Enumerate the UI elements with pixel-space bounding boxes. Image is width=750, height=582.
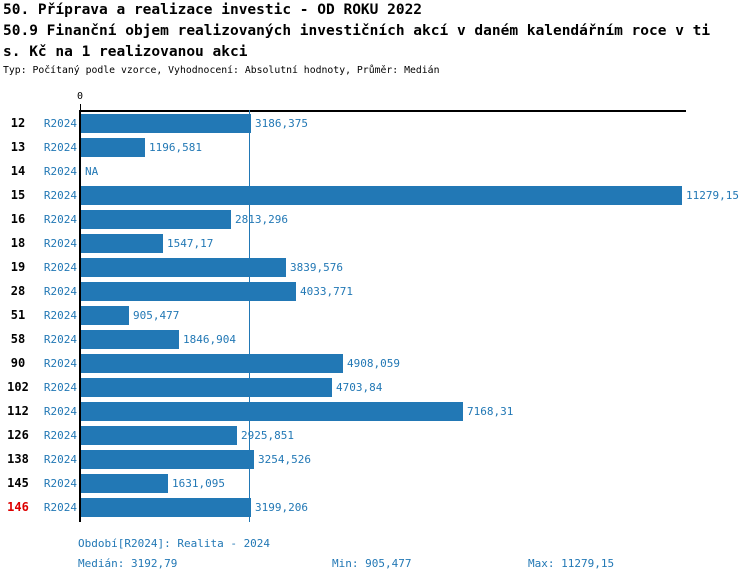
x-axis-tick-mark bbox=[80, 104, 81, 111]
row-period-label: R2024 bbox=[43, 405, 77, 418]
row-id-label: 102 bbox=[7, 380, 29, 394]
row-period-label: R2024 bbox=[43, 381, 77, 394]
bar-value-label: 3186,375 bbox=[255, 117, 308, 130]
bar-value-label: 7168,31 bbox=[467, 405, 514, 418]
row-id-label: 138 bbox=[7, 452, 29, 466]
bar bbox=[81, 186, 682, 205]
row-id-label: 126 bbox=[7, 428, 29, 442]
bar-value-label: 11279,15 bbox=[686, 189, 739, 202]
y-axis-line bbox=[79, 110, 81, 522]
footer-min-label: Min: 905,477 bbox=[332, 557, 412, 570]
chart-title-line1: 50. Příprava a realizace investic - OD R… bbox=[3, 2, 423, 18]
bar-value-label: 3199,206 bbox=[255, 501, 308, 514]
row-period-label: R2024 bbox=[43, 117, 77, 130]
row-id-label: 14 bbox=[10, 164, 26, 178]
row-id-label: 90 bbox=[10, 356, 26, 370]
x-axis-tick-label: 0 bbox=[76, 91, 84, 102]
chart-title-line3: s. Kč na 1 realizovanou akci bbox=[3, 44, 248, 60]
bar bbox=[81, 354, 343, 373]
bar-value-label: 4908,059 bbox=[347, 357, 400, 370]
bar bbox=[81, 306, 129, 325]
bar bbox=[81, 426, 237, 445]
footer-period-label: Období[R2024]: Realita - 2024 bbox=[78, 537, 271, 550]
row-id-label: 13 bbox=[10, 140, 26, 154]
bar bbox=[81, 378, 332, 397]
bar bbox=[81, 234, 163, 253]
row-period-label: R2024 bbox=[43, 309, 77, 322]
bar bbox=[81, 450, 254, 469]
row-id-label: 145 bbox=[7, 476, 29, 490]
row-period-label: R2024 bbox=[43, 165, 77, 178]
row-id-label: 15 bbox=[10, 188, 26, 202]
bar bbox=[81, 330, 179, 349]
row-period-label: R2024 bbox=[43, 213, 77, 226]
row-id-label: 18 bbox=[10, 236, 26, 250]
x-axis-line bbox=[79, 110, 686, 112]
bar-value-label: 4703,84 bbox=[336, 381, 383, 394]
bar-value-label: 3839,576 bbox=[290, 261, 343, 274]
bar-value-label: 905,477 bbox=[133, 309, 180, 322]
row-id-label: 146 bbox=[7, 500, 29, 514]
row-period-label: R2024 bbox=[43, 357, 77, 370]
row-period-label: R2024 bbox=[43, 477, 77, 490]
bar bbox=[81, 402, 463, 421]
bar-value-label: 4033,771 bbox=[300, 285, 353, 298]
footer-median-label: Medián: 3192,79 bbox=[78, 557, 178, 570]
row-period-label: R2024 bbox=[43, 285, 77, 298]
row-id-label: 16 bbox=[10, 212, 26, 226]
chart-title-line2: 50.9 Finanční objem realizovaných invest… bbox=[3, 23, 711, 39]
bar-value-label: 3254,526 bbox=[258, 453, 311, 466]
median-reference-line bbox=[249, 110, 250, 522]
bar-value-label: 1196,581 bbox=[149, 141, 202, 154]
bar-value-label: 2813,296 bbox=[235, 213, 288, 226]
row-id-label: 12 bbox=[10, 116, 26, 130]
bar-value-label: 1631,095 bbox=[172, 477, 225, 490]
bar-value-label: 1846,904 bbox=[183, 333, 236, 346]
row-period-label: R2024 bbox=[43, 237, 77, 250]
row-period-label: R2024 bbox=[43, 189, 77, 202]
row-period-label: R2024 bbox=[43, 429, 77, 442]
bar bbox=[81, 138, 145, 157]
bar bbox=[81, 474, 168, 493]
bar bbox=[81, 210, 231, 229]
bar bbox=[81, 258, 286, 277]
chart-subtitle: Typ: Počítaný podle vzorce, Vyhodnocení:… bbox=[3, 65, 440, 76]
bar bbox=[81, 498, 251, 517]
bar-value-label: NA bbox=[85, 165, 99, 178]
row-id-label: 19 bbox=[10, 260, 26, 274]
row-id-label: 51 bbox=[10, 308, 26, 322]
row-period-label: R2024 bbox=[43, 261, 77, 274]
footer-max-label: Max: 11279,15 bbox=[528, 557, 615, 570]
bar bbox=[81, 282, 296, 301]
row-period-label: R2024 bbox=[43, 333, 77, 346]
row-period-label: R2024 bbox=[43, 453, 77, 466]
bar bbox=[81, 114, 251, 133]
row-id-label: 58 bbox=[10, 332, 26, 346]
row-period-label: R2024 bbox=[43, 501, 77, 514]
row-id-label: 112 bbox=[7, 404, 29, 418]
bar-value-label: 1547,17 bbox=[167, 237, 214, 250]
row-id-label: 28 bbox=[10, 284, 26, 298]
bar-value-label: 2925,851 bbox=[241, 429, 294, 442]
row-period-label: R2024 bbox=[43, 141, 77, 154]
